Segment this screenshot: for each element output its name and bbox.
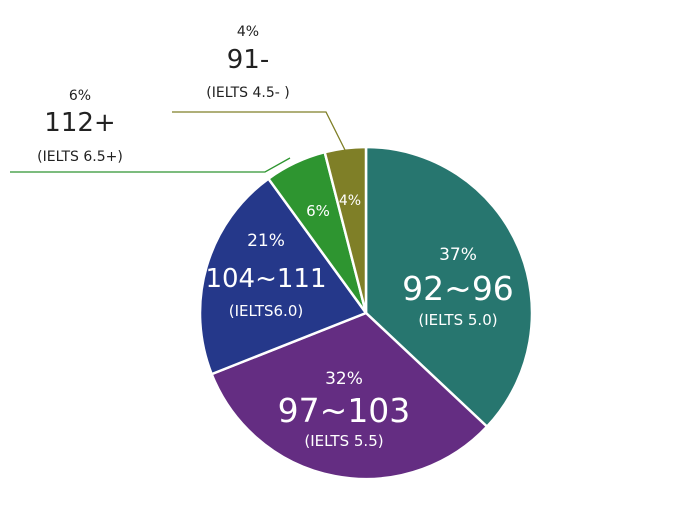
slice-2-pct-label: 21% bbox=[247, 231, 285, 251]
slice-1-range-label: 97~103 bbox=[278, 391, 411, 430]
slice-4-pct-outer: 4% bbox=[237, 24, 259, 40]
pie-slice-4 bbox=[323, 145, 368, 315]
slice-3-range-label: 112+ bbox=[44, 108, 115, 138]
slice-2-range-label: 104~111 bbox=[205, 264, 326, 294]
pie-slice-0 bbox=[364, 145, 534, 428]
slice-0-ielts-label: (IELTS 5.0) bbox=[418, 311, 497, 329]
slice-1-pct-label: 32% bbox=[325, 369, 363, 389]
leader-line-112 bbox=[10, 157, 291, 173]
slice-0-range-label: 92~96 bbox=[402, 269, 514, 308]
slice-3-pct-inner: 6% bbox=[306, 202, 330, 220]
slice-3-pct-outer: 6% bbox=[69, 88, 91, 104]
slice-4-ielts-label: (IELTS 4.5- ) bbox=[206, 85, 289, 101]
pie-slices bbox=[198, 145, 534, 481]
slice-2-ielts-label: (IELTS6.0) bbox=[229, 302, 303, 320]
slice-4-pct-inner: 4% bbox=[339, 193, 361, 209]
pie-slice-1 bbox=[210, 311, 489, 481]
pie-slice-2 bbox=[198, 177, 368, 376]
slice-0-pct-label: 37% bbox=[439, 245, 477, 265]
slice-1-ielts-label: (IELTS 5.5) bbox=[304, 432, 383, 450]
slice-4-range-label: 91- bbox=[227, 45, 269, 75]
slice-3-ielts-label: (IELTS 6.5+) bbox=[37, 149, 123, 165]
leader-line-91 bbox=[172, 111, 346, 151]
